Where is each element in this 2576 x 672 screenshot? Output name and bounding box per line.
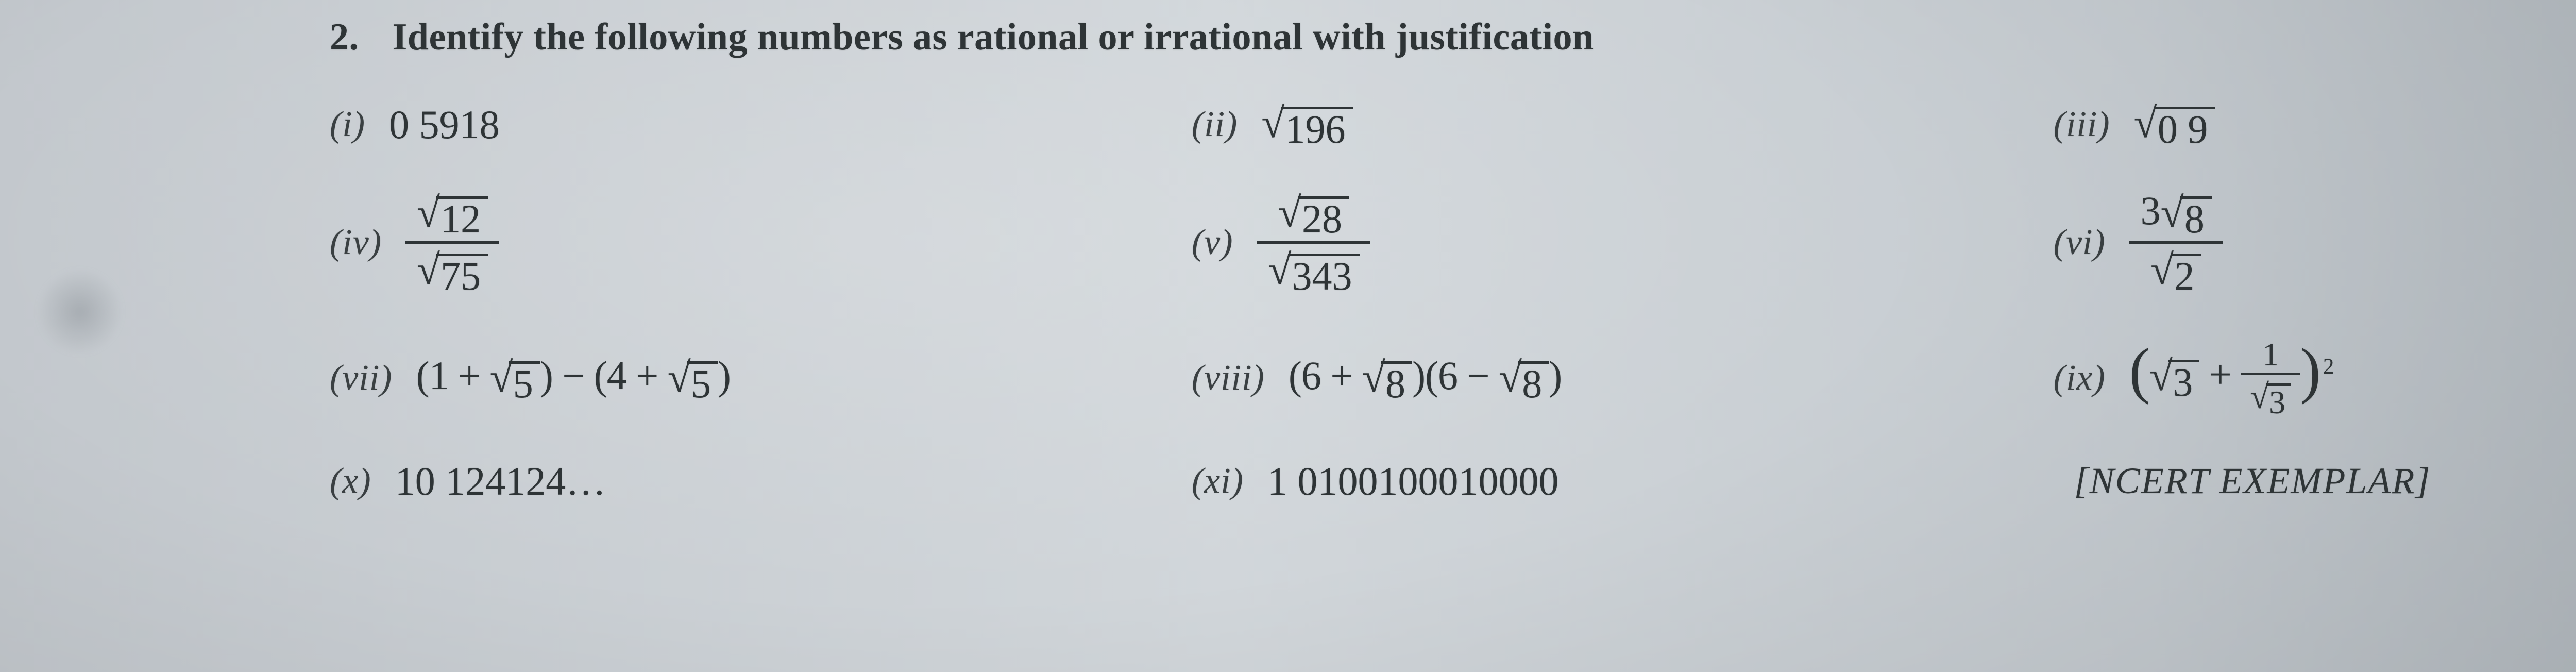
item-ix: (ix) (√3 + 1 √3 )2 — [2054, 336, 2576, 421]
item-i: (i) 0 5918 — [330, 102, 1161, 148]
label-x: (x) — [330, 461, 371, 502]
scan-smudge — [36, 268, 124, 356]
label-xi: (xi) — [1192, 461, 1244, 502]
question-number: 2. — [330, 15, 359, 59]
item-ii: (ii) √ 196 — [1192, 99, 2023, 149]
row-2: (iv) √12 √75 (v) √28 √343 (vi) 3√8 √2 — [330, 187, 2576, 299]
value-vii: (1 + √5) − (4 + √5) — [416, 352, 731, 404]
value-viii: (6 + √8)(6 − √8) — [1289, 352, 1562, 404]
value-v: √28 √343 — [1257, 187, 1371, 299]
question-block: 2. Identify the following numbers as rat… — [330, 15, 2576, 505]
item-vii: (vii) (1 + √5) − (4 + √5) — [330, 352, 1161, 404]
label-vii: (vii) — [330, 358, 393, 399]
question-text: Identify the following numbers as ration… — [393, 16, 1594, 58]
source-tag: [NCERT EXEMPLAR] — [2054, 460, 2576, 502]
row-4: (x) 10 124124… (xi) 1 0100100010000 [NCE… — [330, 458, 2576, 505]
item-iii: (iii) √ 0 9 — [2054, 99, 2576, 149]
label-v: (v) — [1192, 222, 1233, 263]
label-i: (i) — [330, 104, 365, 145]
value-ix: (√3 + 1 √3 )2 — [2129, 336, 2334, 421]
item-iv: (iv) √12 √75 — [330, 187, 1161, 299]
value-iv: √12 √75 — [405, 187, 499, 299]
label-viii: (viii) — [1192, 358, 1265, 399]
value-ii: √ 196 — [1261, 99, 1352, 149]
item-v: (v) √28 √343 — [1192, 187, 2023, 299]
label-iv: (iv) — [330, 222, 382, 263]
question-prompt: 2. Identify the following numbers as rat… — [330, 15, 2576, 59]
value-iii: √ 0 9 — [2134, 99, 2215, 149]
label-ix: (ix) — [2054, 358, 2106, 399]
item-viii: (viii) (6 + √8)(6 − √8) — [1192, 352, 2023, 404]
label-vi: (vi) — [2054, 222, 2106, 263]
item-xi: (xi) 1 0100100010000 — [1192, 458, 2023, 505]
row-1: (i) 0 5918 (ii) √ 196 (iii) √ 0 9 — [330, 99, 2576, 149]
value-xi: 1 0100100010000 — [1267, 458, 1559, 505]
row-3: (vii) (1 + √5) − (4 + √5) (viii) (6 + √8… — [330, 336, 2576, 421]
value-i: 0 5918 — [389, 102, 500, 148]
value-x: 10 124124… — [395, 458, 606, 505]
value-vi: 3√8 √2 — [2129, 187, 2223, 299]
item-vi: (vi) 3√8 √2 — [2054, 187, 2576, 299]
label-iii: (iii) — [2054, 104, 2110, 145]
radical-icon: √ — [1261, 102, 1284, 144]
label-ii: (ii) — [1192, 104, 1238, 145]
item-x: (x) 10 124124… — [330, 458, 1161, 505]
radical-icon: √ — [2134, 102, 2157, 144]
